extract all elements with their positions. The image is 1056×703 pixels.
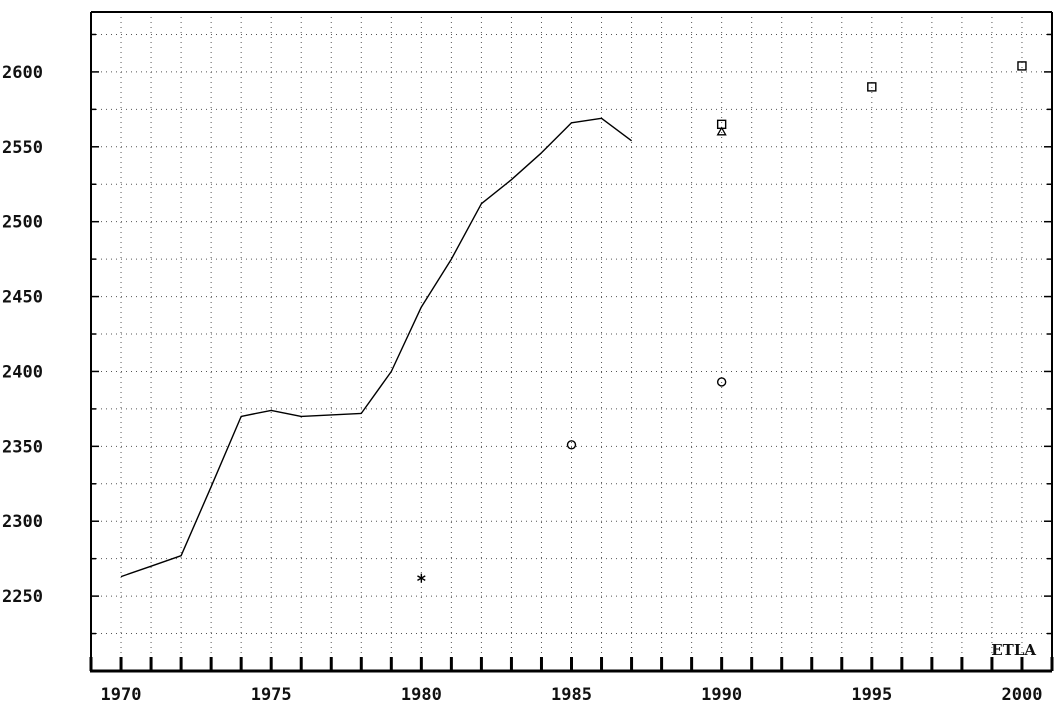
circle-marker — [566, 440, 577, 450]
grid-lines — [91, 12, 1052, 671]
x-tick-label: 1995 — [851, 685, 892, 703]
y-tick-label: 2500 — [2, 213, 43, 233]
y-tick-label: 2600 — [2, 63, 43, 83]
asterisk-marker — [417, 573, 426, 583]
y-tick-label: 2450 — [2, 288, 43, 308]
x-axis-ticks: 1970 1975 1980 1985 1990 1995 2000 — [89, 657, 1054, 703]
x-tick-label: 1975 — [251, 685, 292, 703]
series-line — [120, 117, 633, 578]
x-tick-label: 1985 — [551, 685, 592, 703]
y-tick-label: 2400 — [2, 362, 43, 382]
x-tick-label: 1980 — [401, 685, 442, 703]
square-marker — [867, 82, 877, 92]
triangle-marker — [716, 126, 727, 136]
data-series — [120, 61, 1027, 583]
y-tick-label: 2250 — [2, 587, 43, 607]
y-tick-label: 2300 — [2, 512, 43, 532]
y-axis-ticks: 2250 2300 2350 2400 2450 2500 2550 2600 — [2, 33, 1052, 635]
asterisk-stroke — [417, 575, 426, 581]
y-tick-label: 2350 — [2, 437, 43, 457]
circle-marker — [716, 377, 727, 387]
x-tick-label: 1990 — [701, 685, 742, 703]
square-marker — [1017, 61, 1027, 71]
x-tick-label: 2000 — [1001, 685, 1042, 703]
etla-watermark: ETLA — [991, 641, 1036, 659]
x-tick-label: 1970 — [101, 685, 142, 703]
y-tick-label: 2550 — [2, 138, 43, 158]
